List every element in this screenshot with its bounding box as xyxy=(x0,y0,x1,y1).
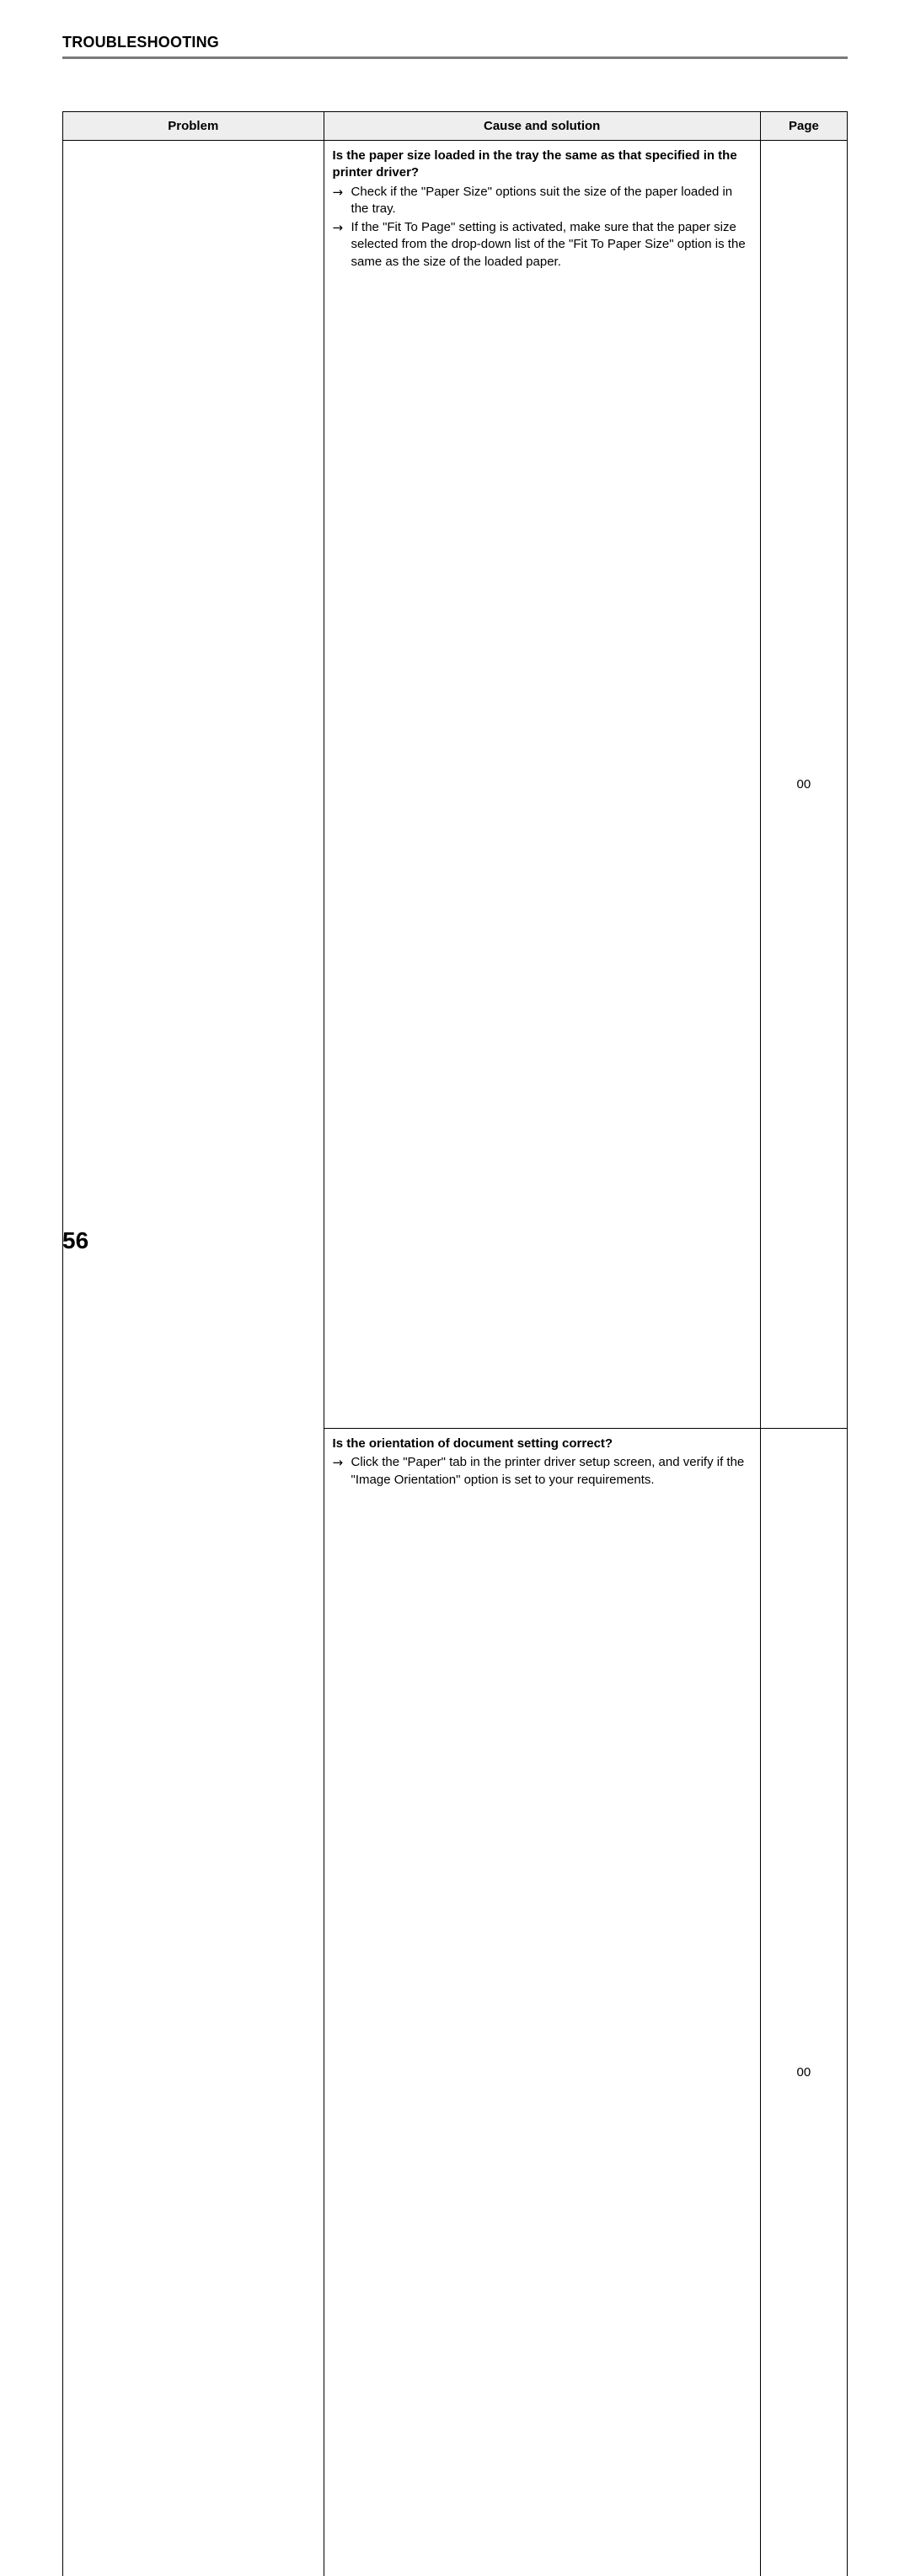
arrow-icon: → xyxy=(333,1454,351,1489)
solution-cell: Is the orientation of document setting c… xyxy=(324,1429,760,2576)
page-number: 56 xyxy=(62,1227,88,1254)
col-header-problem: Problem xyxy=(63,112,324,141)
solution-item-text: Check if the "Paper Size" options suit t… xyxy=(351,184,752,218)
arrow-icon: → xyxy=(333,184,351,218)
solution-item: →Check if the "Paper Size" options suit … xyxy=(333,184,752,218)
document-page: TROUBLESHOOTING Problem Cause and soluti… xyxy=(0,0,910,1288)
solution-items: →Click the "Paper" tab in the printer dr… xyxy=(333,1454,752,1489)
solution-item-text: If the "Fit To Page" setting is activate… xyxy=(351,219,752,271)
page-ref-cell: 00 xyxy=(760,1429,847,2576)
table-row: Is the printed image skewed or does it r… xyxy=(63,141,848,1429)
table-header-row: Problem Cause and solution Page xyxy=(63,112,848,141)
solution-items: →Check if the "Paper Size" options suit … xyxy=(333,184,752,271)
heading-rule xyxy=(62,56,848,59)
arrow-icon: → xyxy=(333,219,351,271)
solution-item-text: Click the "Paper" tab in the printer dri… xyxy=(351,1454,752,1489)
solution-cell: Is the paper size loaded in the tray the… xyxy=(324,141,760,1429)
troubleshooting-table-wrap: Problem Cause and solution Page Is the p… xyxy=(62,111,848,2576)
troubleshooting-table: Problem Cause and solution Page Is the p… xyxy=(62,111,848,2576)
section-heading: TROUBLESHOOTING xyxy=(62,34,848,51)
problem-cell: Is the printed image skewed or does it r… xyxy=(63,141,324,2576)
solution-item: →Click the "Paper" tab in the printer dr… xyxy=(333,1454,752,1489)
solution-title: Is the orientation of document setting c… xyxy=(333,1436,752,1452)
solution-item: →If the "Fit To Page" setting is activat… xyxy=(333,219,752,271)
solution-title: Is the paper size loaded in the tray the… xyxy=(333,148,752,182)
col-header-page: Page xyxy=(760,112,847,141)
col-header-solution: Cause and solution xyxy=(324,112,760,141)
page-ref-cell: 00 xyxy=(760,141,847,1429)
